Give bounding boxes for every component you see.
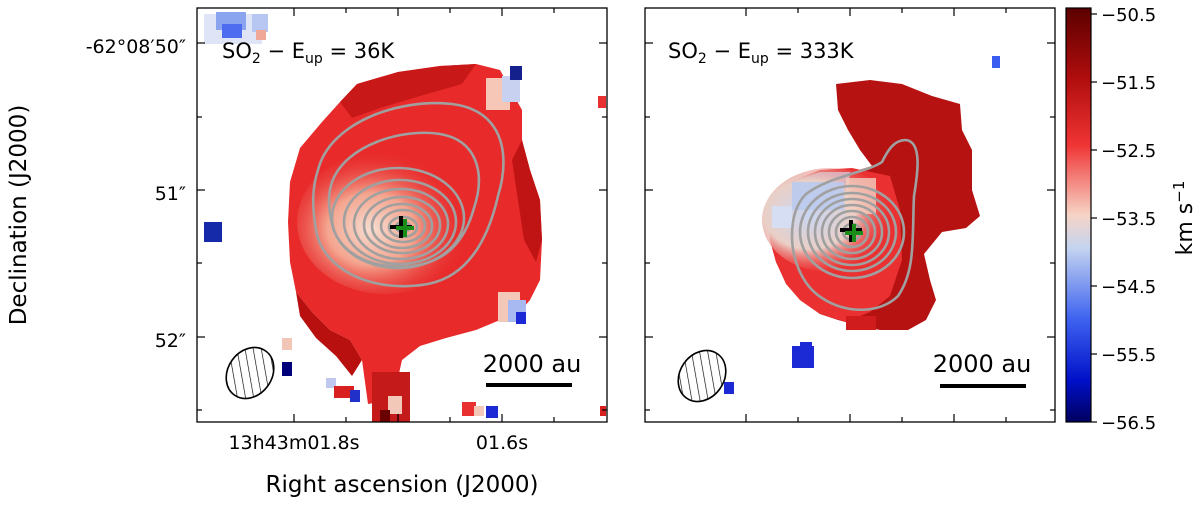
panel-1: SO2 − Eup = 36K 2000 au xyxy=(196,7,608,423)
colorbar-tick-4: −53.5 xyxy=(1101,209,1156,230)
colorbar-tick-7: −56.5 xyxy=(1101,413,1156,434)
y-tick-label-1: -62°08′50″ xyxy=(86,36,186,58)
panel-2: SO2 − Eup = 333K 2000 au xyxy=(644,7,1056,423)
panel-2-beam-ellipse xyxy=(677,349,727,403)
panel-1-ticks xyxy=(197,8,607,422)
y-tick-label-2: 51″ xyxy=(155,183,186,205)
y-axis-label: Declination (J2000) xyxy=(6,105,32,326)
panel-2-velocity-map xyxy=(724,56,1000,394)
colorbar-tick-3: −52.5 xyxy=(1101,141,1156,162)
panel-1-peak-marker xyxy=(390,216,414,238)
panel-1-velocity-map xyxy=(204,12,606,422)
colorbar-tick-2: −51.5 xyxy=(1101,73,1156,94)
panel-1-beam-ellipse xyxy=(225,346,275,400)
panel-1-scalebar-label: 2000 au xyxy=(483,350,582,378)
panel-2-ticks xyxy=(645,8,1055,422)
colorbar-tick-1: −50.5 xyxy=(1101,5,1156,26)
panel-2-peak-marker xyxy=(840,220,863,242)
colorbar-tick-6: −55.5 xyxy=(1101,345,1156,366)
panel-2-contours xyxy=(790,138,919,312)
colorbar-unit-label: km s−1 xyxy=(1170,181,1198,256)
colorbar-tick-5: −54.5 xyxy=(1101,277,1156,298)
panel-1-label: SO2 − Eup = 36K xyxy=(222,39,395,67)
colorbar: −50.5 −51.5 −52.5 −53.5 −54.5 −55.5 −56.… xyxy=(1065,5,1198,434)
y-tick-label-3: 52″ xyxy=(155,330,186,352)
panel-1-frame xyxy=(196,7,608,423)
x-tick-label-1: 13h43m01.8s xyxy=(228,432,359,454)
panel-2-label: SO2 − Eup = 333K xyxy=(668,39,855,67)
colorbar-gradient xyxy=(1066,8,1091,422)
colorbar-frame xyxy=(1065,7,1092,423)
x-axis-label: Right ascension (J2000) xyxy=(266,472,539,498)
x-tick-label-2: 01.6s xyxy=(476,432,528,454)
panel-2-scalebar-label: 2000 au xyxy=(933,350,1032,378)
